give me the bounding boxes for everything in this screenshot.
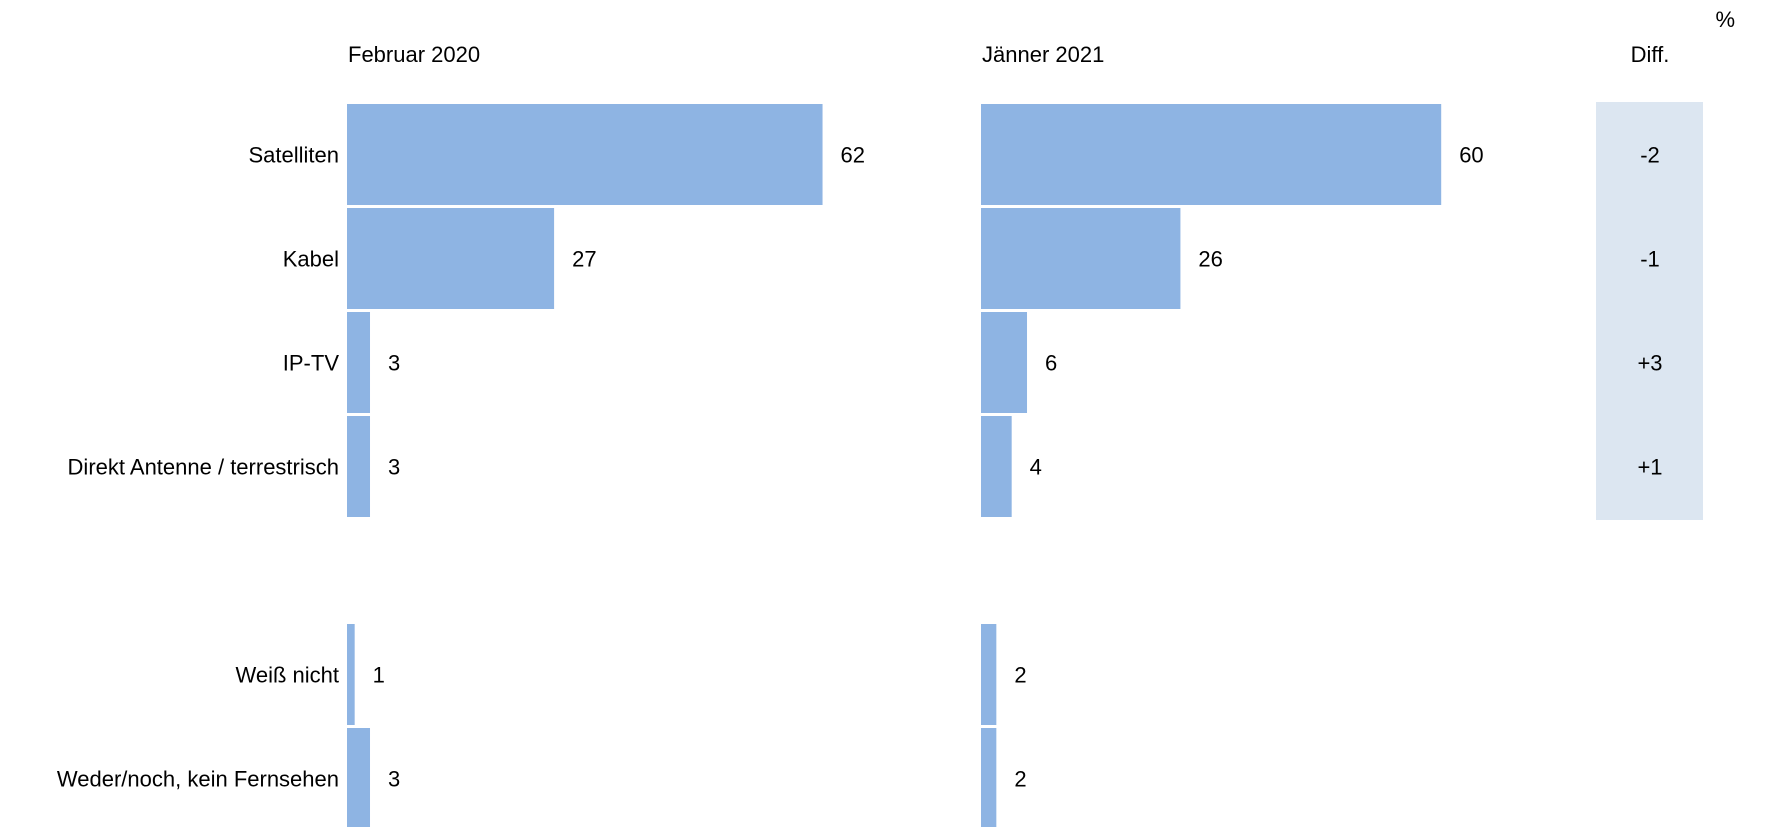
bar-series-1-row-1	[981, 208, 1181, 309]
value-label-series-0-row-4: 1	[373, 663, 385, 688]
diff-column-title: Diff.	[1631, 42, 1670, 67]
bar-series-0-row-5	[347, 728, 371, 827]
category-label-row-2: IP-TV	[283, 351, 340, 376]
category-label-row-4: Weiß nicht	[235, 663, 339, 688]
bar-series-1-row-0	[981, 104, 1442, 205]
value-label-series-1-row-1: 26	[1198, 247, 1222, 272]
diff-value-row-3: +1	[1637, 455, 1662, 480]
unit-label: %	[1715, 7, 1735, 32]
bar-series-1-row-4	[981, 624, 997, 725]
value-label-series-1-row-3: 4	[1030, 455, 1042, 480]
value-label-series-0-row-5: 3	[388, 767, 400, 792]
bar-series-0-row-2	[347, 312, 371, 413]
value-label-series-1-row-5: 2	[1014, 767, 1026, 792]
bar-series-1-row-3	[981, 416, 1012, 517]
value-label-series-1-row-2: 6	[1045, 351, 1057, 376]
value-label-series-1-row-0: 60	[1459, 143, 1483, 168]
category-label-row-0: Satelliten	[248, 143, 339, 168]
value-label-series-0-row-2: 3	[388, 351, 400, 376]
bar-series-1-row-2	[981, 312, 1028, 413]
diff-column-background	[1596, 102, 1703, 520]
category-label-row-5: Weder/noch, kein Fernsehen	[57, 767, 339, 792]
bar-series-0-row-3	[347, 416, 371, 517]
value-label-series-0-row-1: 27	[572, 247, 596, 272]
bar-series-0-row-1	[347, 208, 555, 309]
category-label-row-3: Direkt Antenne / terrestrisch	[68, 455, 339, 480]
diff-value-row-0: -2	[1640, 143, 1660, 168]
value-label-series-1-row-4: 2	[1014, 663, 1026, 688]
value-label-series-0-row-0: 62	[841, 143, 865, 168]
bar-series-0-row-0	[347, 104, 823, 205]
series-title-january-2021: Jänner 2021	[982, 42, 1104, 67]
category-label-row-1: Kabel	[283, 247, 339, 272]
bar-series-1-row-5	[981, 728, 997, 827]
value-label-series-0-row-3: 3	[388, 455, 400, 480]
diff-value-row-1: -1	[1640, 247, 1660, 272]
diff-value-row-2: +3	[1637, 351, 1662, 376]
bar-series-0-row-4	[347, 624, 355, 725]
series-title-february-2020: Februar 2020	[348, 42, 480, 67]
